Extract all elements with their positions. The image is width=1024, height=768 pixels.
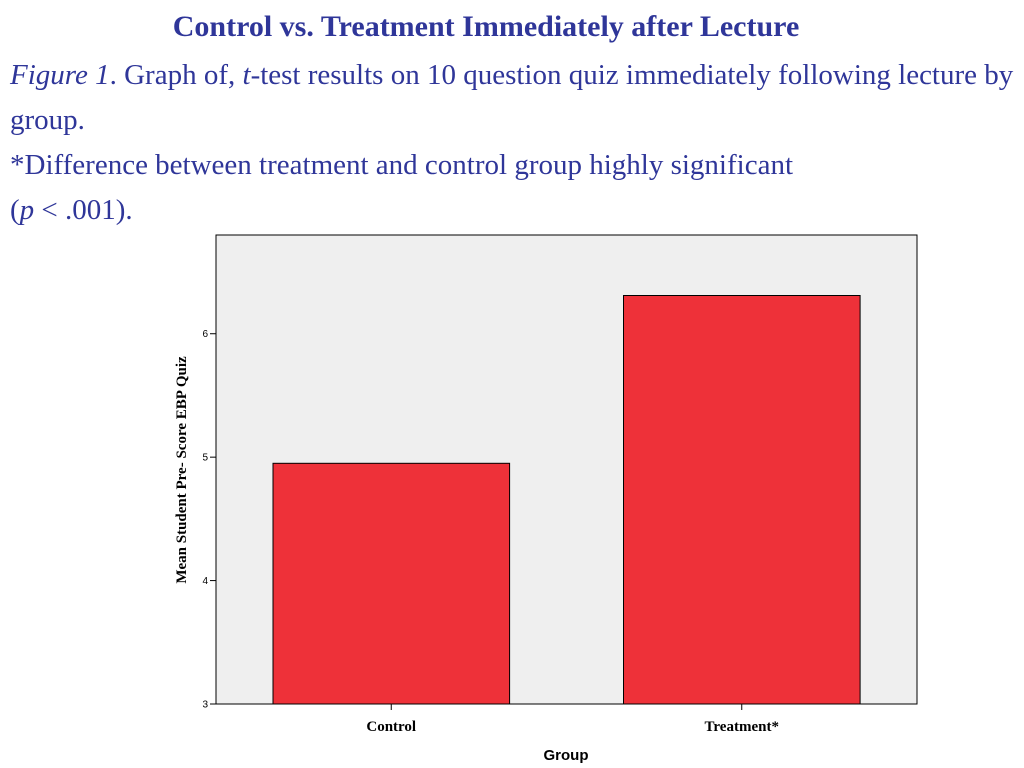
caption-graph-of: Graph of, <box>124 59 243 91</box>
caption-line-figure: Figure 1. Graph of, t-test results on 10… <box>10 53 1020 143</box>
x-axis: Control Treatment* <box>366 704 779 735</box>
figure-caption: Figure 1. Graph of, t-test results on 10… <box>10 53 1020 233</box>
x-axis-title: Group <box>544 747 589 764</box>
y-tick-label: 5 <box>202 453 208 464</box>
bar-control <box>272 462 511 705</box>
bars <box>272 295 861 705</box>
y-tick-label: 6 <box>202 329 208 340</box>
y-axis-title: Mean Student Pre- Score EBP Quiz <box>174 356 190 584</box>
caption-line-significance: *Difference between treatment and contro… <box>10 143 1020 188</box>
t-test-italic-t: t <box>242 59 251 91</box>
caption-line-p-value: (p < .001). <box>10 188 1020 233</box>
y-tick-label: 4 <box>202 576 208 587</box>
x-category-label: Treatment* <box>705 719 779 735</box>
caption-rest: -test results on 10 question quiz immedi… <box>10 59 1014 136</box>
p-open-paren: ( <box>10 194 20 226</box>
significance-text: *Difference between treatment and contro… <box>10 149 793 181</box>
y-axis: 3 4 5 6 <box>202 329 216 711</box>
x-category-label: Control <box>366 719 416 735</box>
p-italic: p <box>19 194 35 226</box>
figure-label: Figure 1 <box>10 59 110 91</box>
bar-treatment <box>623 295 861 705</box>
slide-title: Control vs. Treatment Immediately after … <box>172 10 800 43</box>
figure-label-period: . <box>109 59 125 91</box>
p-value-text: < .001). <box>34 194 133 226</box>
y-tick-label: 3 <box>202 700 208 711</box>
